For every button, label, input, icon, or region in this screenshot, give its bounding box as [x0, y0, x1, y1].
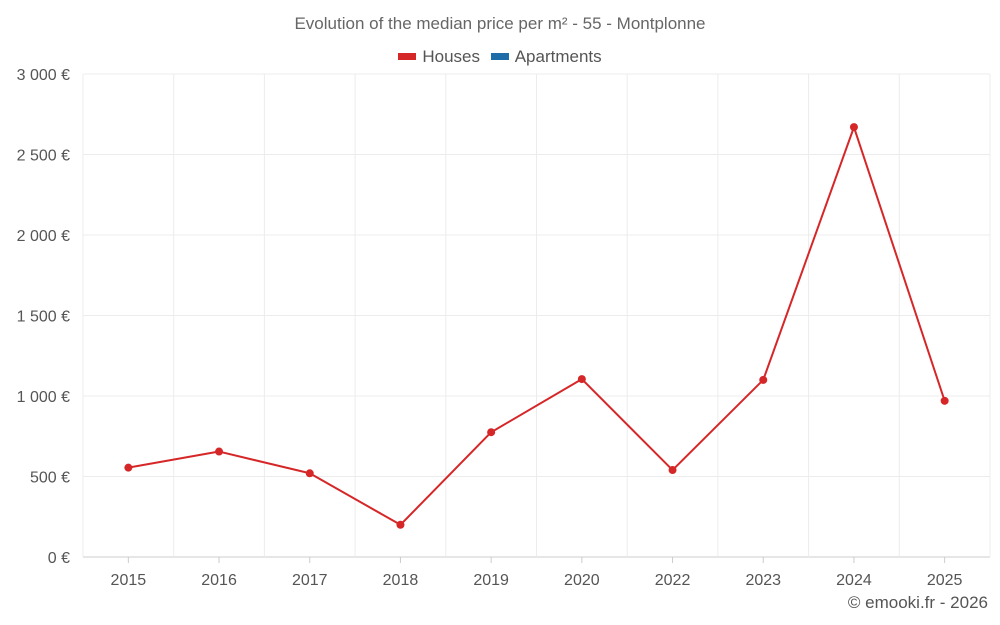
data-point-houses: [396, 520, 405, 529]
x-tick-label: 2017: [292, 572, 328, 589]
data-point-houses: [668, 466, 677, 475]
data-point-houses: [487, 428, 496, 437]
legend-item-houses[interactable]: Houses: [398, 47, 480, 67]
x-tick-label: 2016: [201, 572, 237, 589]
data-point-houses: [215, 447, 224, 456]
x-tick-label: 2024: [836, 572, 872, 589]
y-tick-label: 3 000 €: [17, 67, 70, 84]
x-tick-label: 2023: [745, 572, 781, 589]
legend-swatch-houses: [398, 53, 417, 60]
legend: Houses Apartments: [0, 45, 1000, 67]
data-point-houses: [759, 375, 768, 384]
x-tick-label: 2018: [383, 572, 419, 589]
x-tick-label: 2015: [111, 572, 147, 589]
x-tick-label: 2025: [927, 572, 963, 589]
legend-label-houses: Houses: [422, 46, 480, 66]
data-point-houses: [305, 469, 314, 478]
data-point-houses: [940, 396, 949, 405]
x-tick-label: 2020: [564, 572, 600, 589]
chart-title: Evolution of the median price per m² - 5…: [294, 14, 706, 33]
data-point-houses: [124, 463, 133, 472]
y-tick-label: 2 000 €: [17, 228, 70, 245]
copyright-footer: © emooki.fr - 2026: [847, 593, 988, 612]
x-tick-label: 2022: [655, 572, 691, 589]
legend-swatch-apartments: [490, 53, 509, 60]
y-tick-label: 500 €: [30, 470, 70, 487]
y-tick-label: 2 500 €: [17, 148, 70, 165]
x-tick-label: 2019: [473, 572, 509, 589]
legend-label-apartments: Apartments: [514, 46, 602, 66]
y-tick-label: 1 500 €: [17, 309, 70, 326]
y-tick-label: 1 000 €: [17, 389, 70, 406]
data-point-houses: [849, 123, 858, 132]
series-line-houses: [128, 126, 946, 526]
legend-item-apartments[interactable]: Apartments: [490, 46, 602, 67]
y-tick-label: 0 €: [48, 550, 70, 567]
data-point-houses: [577, 375, 586, 384]
